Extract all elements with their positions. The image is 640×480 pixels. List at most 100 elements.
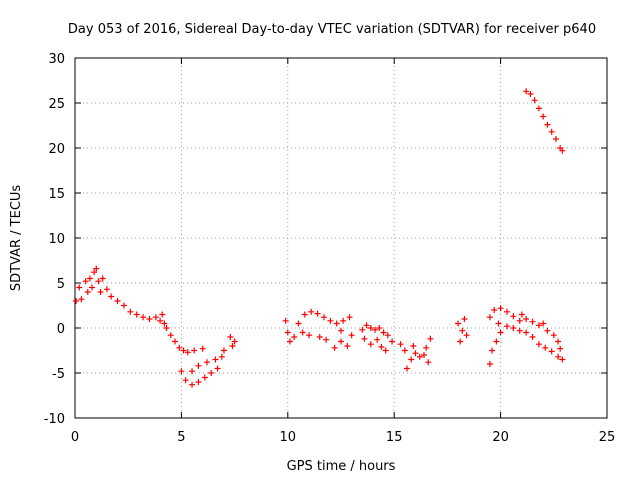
data-point-seg1-0 xyxy=(73,298,80,304)
x-tick-label: 5 xyxy=(177,430,185,445)
data-point-seg1-5 xyxy=(86,275,93,282)
data-point-seg2-21 xyxy=(227,334,234,340)
data-point-seg2-14 xyxy=(214,365,221,372)
data-point-seg2-1 xyxy=(167,332,174,339)
data-point-seg2-18 xyxy=(212,356,219,363)
data-point-seg4-11 xyxy=(378,343,385,350)
series-seg2 xyxy=(163,325,238,388)
data-point-seg3-17 xyxy=(316,334,323,340)
data-point-seg7-2 xyxy=(497,305,504,312)
data-point-seg7-0 xyxy=(486,314,493,321)
data-point-seg1-9 xyxy=(95,278,102,285)
y-tick-label: -5 xyxy=(52,367,65,382)
data-point-seg7-3 xyxy=(503,308,510,315)
data-point-seg6-2 xyxy=(459,327,466,334)
data-point-seg1-8 xyxy=(93,265,100,272)
data-point-seg7-7 xyxy=(529,318,536,325)
data-point-seg5-0 xyxy=(397,341,404,348)
data-point-seg3-8 xyxy=(320,314,327,321)
data-point-seg4-8 xyxy=(361,335,368,342)
x-axis-label: GPS time / hours xyxy=(287,459,396,474)
data-point-seg3-21 xyxy=(338,327,344,334)
data-point-seg1-15 xyxy=(120,302,127,309)
series-seg1 xyxy=(73,265,168,327)
data-point-seg2-20 xyxy=(220,347,227,354)
data-point-seg2-3 xyxy=(176,344,183,351)
series-seg7 xyxy=(486,305,566,367)
data-point-seg3-0 xyxy=(282,317,289,324)
data-point-seg4-12 xyxy=(382,347,389,354)
data-point-seg3-15 xyxy=(331,344,338,351)
y-tick-label: 15 xyxy=(48,187,65,202)
data-point-seg1-14 xyxy=(114,298,121,304)
data-point-seg7-17 xyxy=(497,329,504,336)
data-point-seg7-13 xyxy=(557,345,564,352)
data-point-seg8-6 xyxy=(548,128,555,135)
data-point-seg6-0 xyxy=(455,320,462,327)
grid-lines xyxy=(75,58,607,418)
data-point-seg7-1 xyxy=(491,307,498,313)
data-point-seg1-10 xyxy=(97,289,104,295)
data-point-seg8-1 xyxy=(527,91,534,97)
data-point-seg2-19 xyxy=(218,353,225,360)
data-point-seg3-7 xyxy=(314,310,321,317)
data-point-seg8-0 xyxy=(523,88,530,95)
data-point-seg2-5 xyxy=(184,349,191,356)
data-point-seg1-3 xyxy=(82,278,89,285)
data-point-seg3-4 xyxy=(295,320,302,327)
data-point-seg7-11 xyxy=(550,332,557,339)
data-point-seg3-12 xyxy=(346,314,353,321)
y-axis-ticks: -10 -5 0 5 10 15 20 25 30 xyxy=(44,52,607,427)
data-point-seg7-10 xyxy=(544,327,551,334)
data-point-seg5-9 xyxy=(410,343,417,349)
data-point-seg2-10 xyxy=(189,381,196,388)
series-seg6 xyxy=(455,316,470,345)
data-point-seg3-11 xyxy=(340,317,347,324)
data-point-seg2-4 xyxy=(180,347,187,354)
data-point-seg7-23 xyxy=(535,341,542,348)
series-seg4 xyxy=(359,322,396,354)
data-point-seg1-21 xyxy=(157,317,164,324)
x-tick-label: 15 xyxy=(386,430,403,445)
data-points xyxy=(73,88,566,388)
data-point-seg7-9 xyxy=(540,320,547,327)
data-point-seg1-6 xyxy=(89,284,96,291)
y-tick-label: 30 xyxy=(48,52,65,67)
data-point-seg2-11 xyxy=(195,379,202,385)
data-point-seg4-9 xyxy=(367,341,374,348)
data-point-seg7-25 xyxy=(548,348,555,355)
data-point-seg1-1 xyxy=(76,284,83,291)
data-point-seg4-5 xyxy=(380,329,387,336)
data-point-seg3-5 xyxy=(301,311,308,318)
x-tick-label: 25 xyxy=(599,430,616,445)
data-point-seg8-4 xyxy=(540,113,547,120)
data-point-seg3-20 xyxy=(344,343,351,349)
data-point-seg7-22 xyxy=(529,334,536,340)
data-point-seg7-20 xyxy=(516,327,523,334)
data-point-seg4-1 xyxy=(363,322,370,329)
data-point-seg2-2 xyxy=(172,338,179,345)
data-point-seg4-0 xyxy=(359,326,366,333)
data-point-seg8-5 xyxy=(544,121,551,128)
data-point-seg4-6 xyxy=(384,332,391,339)
data-point-seg3-10 xyxy=(333,320,340,327)
data-point-seg6-4 xyxy=(463,332,470,339)
y-axis-label: SDTVAR / TECUs xyxy=(9,185,24,292)
data-point-seg3-9 xyxy=(327,317,334,324)
x-tick-label: 20 xyxy=(492,430,509,445)
data-point-seg4-10 xyxy=(374,336,381,343)
data-point-seg5-2 xyxy=(403,365,410,372)
data-point-seg5-7 xyxy=(425,359,432,366)
x-tick-label: 0 xyxy=(71,430,79,445)
data-point-seg7-14 xyxy=(486,361,493,367)
data-point-seg1-19 xyxy=(146,316,153,322)
data-point-seg7-6 xyxy=(523,316,530,322)
data-point-seg3-2 xyxy=(286,338,293,345)
data-point-seg2-8 xyxy=(178,368,185,375)
data-point-seg2-0 xyxy=(163,325,170,331)
data-point-seg7-18 xyxy=(503,323,510,330)
data-point-seg2-9 xyxy=(182,377,189,384)
y-tick-label: 25 xyxy=(48,97,65,112)
y-tick-label: 5 xyxy=(57,277,65,292)
